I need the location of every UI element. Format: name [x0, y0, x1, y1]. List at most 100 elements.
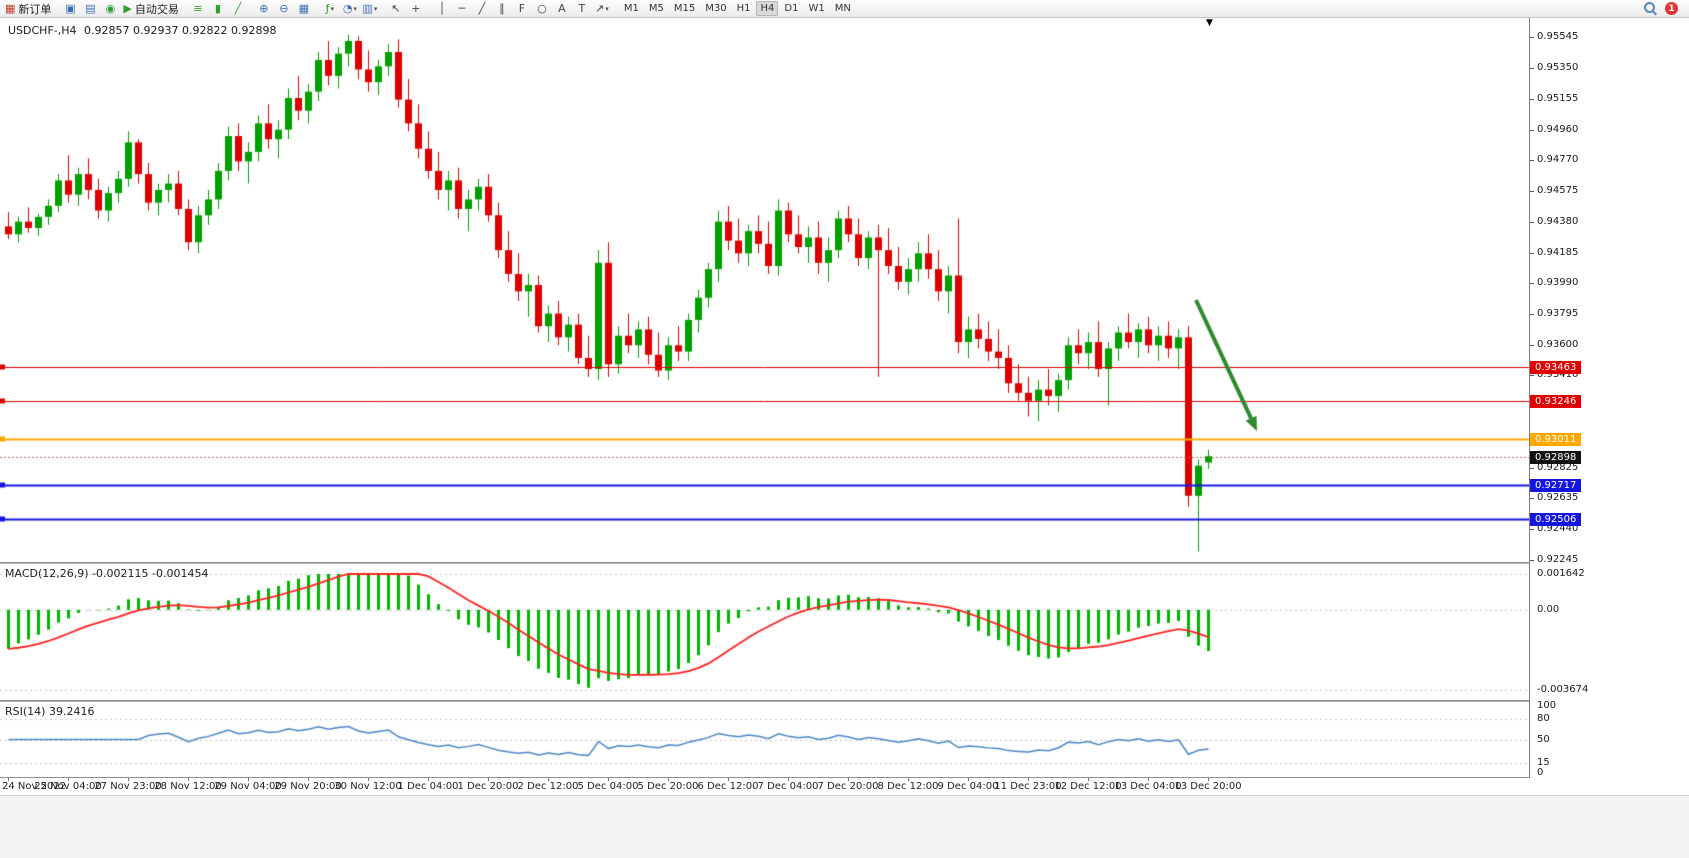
time-axis[interactable]: 24 Nov 2022 25 Nov 04:00 27 Nov 23:00 28 No…	[0, 778, 1689, 795]
macd-scale-label: 0.001642	[1537, 568, 1585, 579]
price-tick	[1530, 222, 1534, 223]
time-axis-label: 1 Dec 04:00	[397, 781, 459, 792]
new-order-icon: ▦	[5, 1, 16, 15]
level-price-tag: 0.93011	[1530, 432, 1582, 446]
crosshair-icon: +	[411, 1, 421, 15]
chart-shift-marker-icon[interactable]: ▼	[1206, 18, 1213, 28]
vertical-line-icon: │	[438, 1, 446, 15]
macd-label: MACD(12,26,9) -0.002115 -0.001454	[5, 567, 208, 580]
rsi-scale-label: 0	[1537, 767, 1544, 778]
timeframes-menu-icon[interactable]: ◔ ▾	[340, 1, 360, 17]
time-axis-label: 6 Dec 12:00	[697, 781, 759, 792]
tile-windows-icon[interactable]: ▦	[294, 1, 314, 17]
time-tick	[728, 778, 729, 781]
time-tick	[848, 778, 849, 781]
text-label-icon[interactable]: T	[572, 1, 592, 17]
channel-icon[interactable]: ∥	[492, 1, 512, 17]
time-tick	[968, 778, 969, 781]
footer-area	[0, 795, 1689, 858]
top-toolbar: ▦ 新订单 ▣ ▤ ◉ ▶ 自动交易 ≡ ▮ ╱ ⊕ ⊖ ▦ ƒ ▾ ◔ ▾ ▥ ▾ ↖ + │ ─ ╱ ∥ F ○ A T ↗…	[0, 0, 1689, 18]
shapes-icon[interactable]: ○	[532, 1, 552, 17]
cursor-icon[interactable]: ↖	[386, 1, 406, 17]
bar-chart-icon: ≡	[193, 1, 203, 15]
rsi-indicator-canvas[interactable]	[0, 702, 1529, 777]
price-scale-label: 0.95545	[1537, 31, 1579, 42]
timeframe-button-m30[interactable]: M30	[705, 3, 727, 14]
profile-icon: ▤	[85, 1, 96, 15]
candlestick-chart-icon[interactable]: ▮	[208, 1, 228, 17]
time-axis-label: 7 Dec 04:00	[757, 781, 819, 792]
timeframe-button-d1[interactable]: D1	[784, 3, 799, 14]
price-axis[interactable]: 0.95545 0.95350 0.95155 0.94960 0.94770 0.945…	[1529, 18, 1689, 778]
zoom-in-icon[interactable]: ⊕	[254, 1, 274, 17]
price-scale-label: 0.95155	[1537, 92, 1579, 104]
price-scale-label: 0.93990	[1537, 277, 1579, 289]
profile-icon[interactable]: ▤	[80, 1, 100, 17]
auto-trading-icon: ▶	[123, 1, 132, 15]
chart-window-icon[interactable]: ▣	[60, 1, 80, 17]
timeframe-button-m5[interactable]: M5	[648, 3, 664, 14]
time-axis-label: 27 Nov 23:00	[94, 781, 162, 792]
notification-badge[interactable]: 1	[1665, 2, 1678, 15]
text-icon[interactable]: A	[552, 1, 572, 17]
auto-trading-button[interactable]: ▶ 自动交易	[121, 1, 180, 17]
price-tick	[1530, 498, 1534, 499]
time-tick	[1088, 778, 1089, 781]
timeframe-button-mn[interactable]: MN	[834, 3, 851, 14]
macd-indicator-canvas[interactable]	[0, 564, 1529, 700]
crosshair-icon[interactable]: +	[406, 1, 426, 17]
time-axis-label: 12 Dec 12:00	[1054, 781, 1122, 792]
price-tick	[1530, 99, 1534, 100]
search-icon[interactable]	[1644, 2, 1657, 15]
splitter-macd-rsi[interactable]	[0, 700, 1689, 702]
timeframe-button-w1[interactable]: W1	[808, 3, 825, 14]
time-axis-label: 9 Dec 04:00	[937, 781, 999, 792]
macd-name: MACD(12,26,9)	[5, 567, 89, 580]
price-chart-canvas[interactable]	[0, 18, 1529, 562]
horizontal-line-icon[interactable]: ─	[452, 1, 472, 17]
chart-region: USDCHF-,H4 0.92857 0.92937 0.92822 0.928…	[0, 18, 1689, 795]
indicators-icon[interactable]: ƒ ▾	[320, 1, 340, 17]
level-price-tag: 0.92717	[1530, 479, 1582, 493]
auto-trading-label: 自动交易	[134, 2, 179, 16]
time-tick	[1208, 778, 1209, 781]
trendline-icon[interactable]: ╱	[472, 1, 492, 17]
price-tick	[1530, 560, 1534, 561]
arrows-tool-icon[interactable]: ↗ ▾	[592, 1, 612, 17]
fibonacci-icon[interactable]: F	[512, 1, 532, 17]
vertical-line-icon[interactable]: │	[432, 1, 452, 17]
signals-icon[interactable]: ◉	[100, 1, 120, 17]
dropdown-arrow-icon: ▾	[330, 4, 335, 13]
time-axis-label: 13 Dec 20:00	[1174, 781, 1242, 792]
price-scale-label: 0.92440	[1537, 523, 1579, 535]
signals-icon: ◉	[105, 1, 116, 15]
rsi-name: RSI(14)	[5, 705, 46, 718]
toolbar-right: 1	[1644, 2, 1686, 15]
candlestick-chart-icon: ▮	[214, 1, 221, 15]
dropdown-arrow-icon: ▾	[605, 4, 609, 13]
timeframe-button-h1[interactable]: H1	[736, 3, 751, 14]
time-tick	[548, 778, 549, 781]
time-axis-label: 29 Nov 20:00	[274, 781, 342, 792]
timeframe-button-m15[interactable]: M15	[673, 3, 696, 14]
templates-icon[interactable]: ▥ ▾	[360, 1, 380, 17]
new-order-button[interactable]: ▦ 新订单	[3, 1, 53, 17]
time-tick	[248, 778, 249, 781]
timeframe-button-m1[interactable]: M1	[623, 3, 639, 14]
fibonacci-icon: F	[518, 1, 526, 15]
splitter-rsi-timeaxis	[0, 777, 1689, 778]
dropdown-arrow-icon: ▾	[373, 4, 378, 13]
time-tick	[428, 778, 429, 781]
line-chart-icon[interactable]: ╱	[228, 1, 248, 17]
level-price-tag: 0.93246	[1530, 395, 1582, 409]
time-axis-label: 24 Nov 2022	[2, 781, 67, 792]
bar-chart-icon[interactable]: ≡	[188, 1, 208, 17]
price-scale-label: 0.92635	[1537, 492, 1579, 504]
splitter-main-macd[interactable]	[0, 562, 1689, 564]
zoom-out-icon[interactable]: ⊖	[274, 1, 294, 17]
timeframe-button-h4[interactable]: H4	[756, 1, 779, 16]
arrows-tool-icon: ↗	[595, 1, 605, 15]
rsi-label: RSI(14) 39.2416	[5, 705, 94, 718]
time-tick	[788, 778, 789, 781]
